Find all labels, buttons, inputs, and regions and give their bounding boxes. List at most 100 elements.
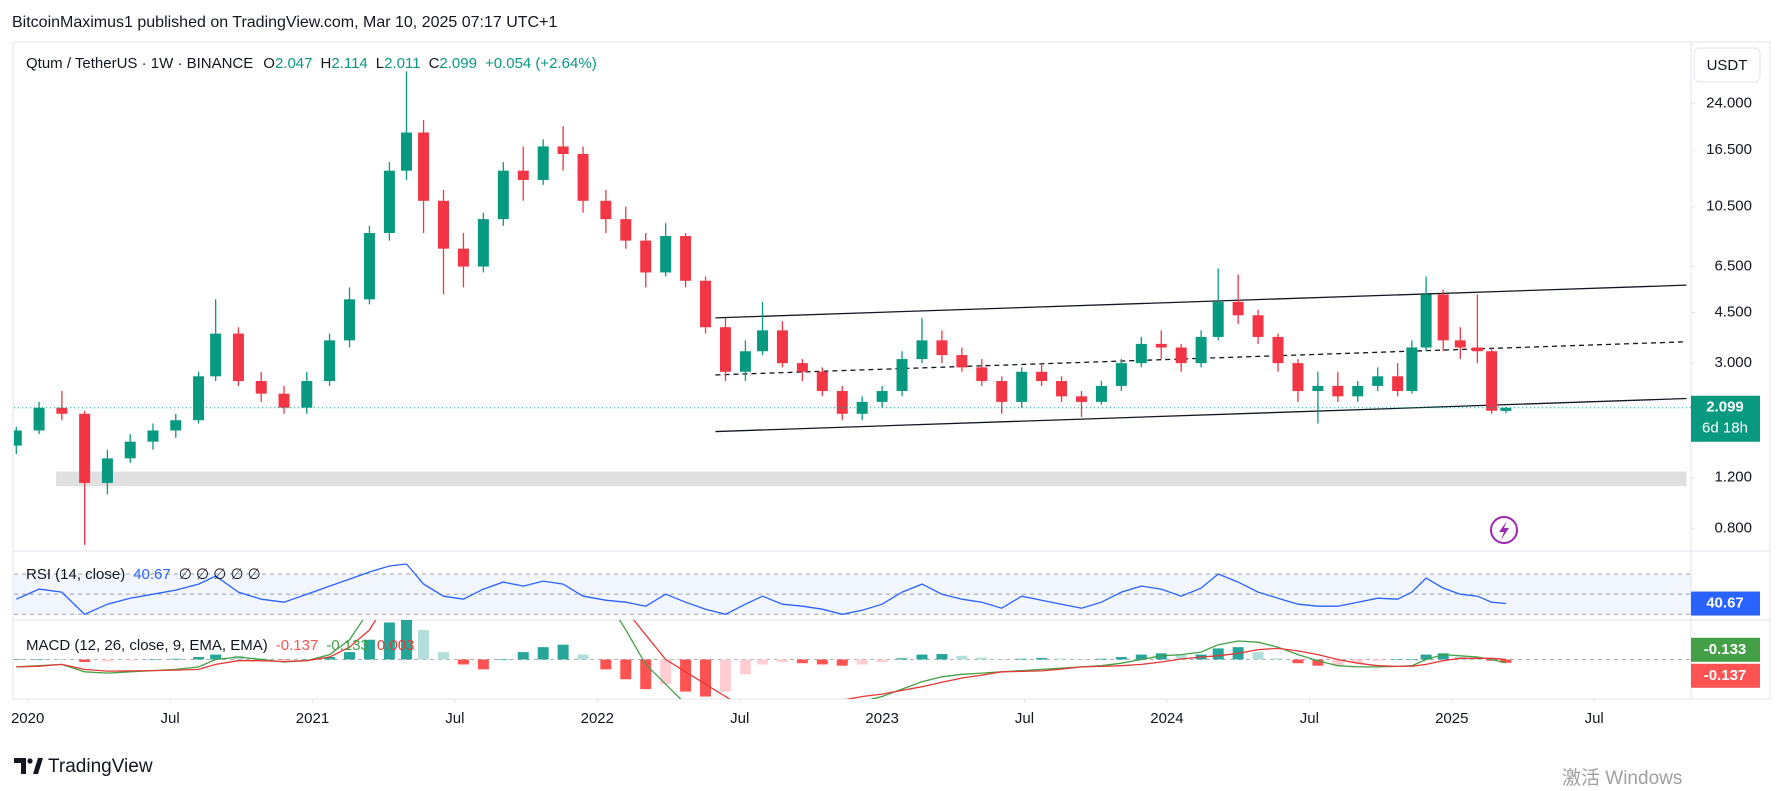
macd-histogram-bar (457, 659, 469, 665)
macd-histogram-bar (33, 659, 45, 660)
candle-body (1392, 376, 1404, 392)
macd-histogram-bar (700, 659, 712, 697)
candle-body (816, 371, 828, 392)
last-price-tag (1691, 395, 1760, 442)
macd-histogram-bar (956, 655, 968, 660)
candle-body (1486, 351, 1498, 411)
rsi-legend: RSI (14, close) 40.67 ∅ ∅ ∅ ∅ ∅ (26, 566, 261, 583)
candle-body (916, 340, 928, 360)
candle-body (1155, 343, 1167, 348)
candle-body (33, 407, 45, 431)
rsi-title: RSI (14, close) (26, 566, 125, 583)
candle-body (1115, 363, 1127, 386)
candle-body (836, 391, 848, 414)
macd-line (16, 620, 1507, 699)
lightning-icon[interactable] (1490, 516, 1518, 544)
macd-histogram-bar (936, 654, 948, 660)
tradingview-logo (14, 758, 43, 774)
macd-histogram-bar (1212, 648, 1224, 660)
candle-body (1420, 294, 1432, 348)
macd-histogram-bar (836, 659, 848, 666)
candle-body (936, 340, 948, 356)
y-tick-label: 4.500 (1714, 303, 1752, 320)
candle-body (996, 381, 1008, 402)
macd-histogram-bar (56, 659, 68, 660)
macd-histogram-bar (344, 652, 356, 660)
macd-histogram-bar (438, 652, 450, 660)
y-tick-label: 24.000 (1706, 94, 1752, 111)
candle-body (1016, 371, 1028, 402)
legend-key: O (263, 55, 275, 72)
candle-body (1175, 347, 1187, 364)
macd-histogram-bar (1036, 658, 1048, 660)
macd-histogram-bar (1500, 659, 1512, 663)
candle-body (1352, 385, 1364, 397)
candle-body (956, 355, 968, 368)
candle-body (796, 363, 808, 372)
macd-histogram-bar (600, 659, 612, 670)
candle-body (101, 458, 113, 483)
legend-value: 2.099 (439, 55, 477, 72)
candle-body (1500, 407, 1512, 411)
x-tick-label: Jul (1300, 710, 1319, 727)
currency-button[interactable] (1693, 47, 1761, 83)
candle-body (1292, 363, 1304, 392)
rsi-tag (1691, 591, 1760, 616)
logo-text: TradingView (48, 756, 153, 777)
legend-value: 2.011 (384, 55, 420, 72)
currency-label[interactable]: USDT (1707, 57, 1748, 74)
candle-body (557, 146, 569, 154)
macd-histogram-bar (101, 659, 113, 662)
channel-line (715, 284, 1687, 319)
macd-histogram-bar (896, 658, 908, 660)
candle-body (383, 170, 395, 234)
macd-histogram-bar (1016, 658, 1028, 660)
ohlc-legend: Qtum / TetherUS · 1W · BINANCE O2.047 H2.1… (26, 55, 597, 72)
legend-change: +0.054 (+2.64%) (485, 55, 597, 72)
candle-body (301, 381, 313, 408)
candle-body (324, 340, 336, 382)
macd-histogram-bar (856, 659, 868, 665)
macd-histogram-bar (796, 659, 808, 664)
macd-histogram-bar (660, 659, 672, 685)
publish-header: BitcoinMaximus1 published on TradingView… (12, 14, 557, 31)
candle-body (363, 233, 375, 300)
y-tick-label: 10.500 (1706, 198, 1752, 215)
candle-body (1272, 336, 1284, 364)
x-tick-label: 2023 (865, 710, 898, 727)
macd-histogram-bar (14, 659, 22, 660)
macd-histogram-bar (1406, 659, 1418, 660)
macd-histogram-bar (301, 659, 313, 660)
candle-body (344, 299, 356, 341)
x-tick-label: Jul (1585, 710, 1604, 727)
candle-body (147, 430, 159, 442)
rsi-tag-label: 40.67 (1706, 595, 1744, 612)
candle-body (680, 235, 692, 281)
candle-body (418, 132, 430, 201)
candle-body (457, 248, 469, 267)
macd-hist-tag (1691, 663, 1760, 688)
candle-body (1372, 376, 1384, 386)
candle-body (776, 330, 788, 364)
candle-body (976, 367, 988, 382)
pane-group (14, 71, 1691, 545)
macd-histogram-bar (1292, 659, 1304, 664)
candle-body (1212, 301, 1224, 337)
macd-histogram-bar (1352, 659, 1364, 664)
macd-histogram-bar (719, 659, 731, 692)
macd-histogram-bar (147, 659, 159, 660)
candle-body (438, 200, 450, 249)
macd-histogram-bar (996, 659, 1008, 660)
candle-body (255, 381, 267, 394)
macd-histogram-bar (383, 622, 395, 660)
candle-body (278, 393, 290, 408)
candle-body (124, 441, 136, 459)
macd-histogram-bar (916, 654, 928, 660)
x-tick-label: 2021 (296, 710, 329, 727)
candle-body (477, 219, 489, 267)
windows-watermark: 激活 Windows (1562, 767, 1682, 789)
x-tick-label: 2022 (581, 710, 614, 727)
macd-histogram-bar (1437, 653, 1449, 660)
candle-body (14, 430, 22, 446)
candle-body (1075, 396, 1087, 402)
